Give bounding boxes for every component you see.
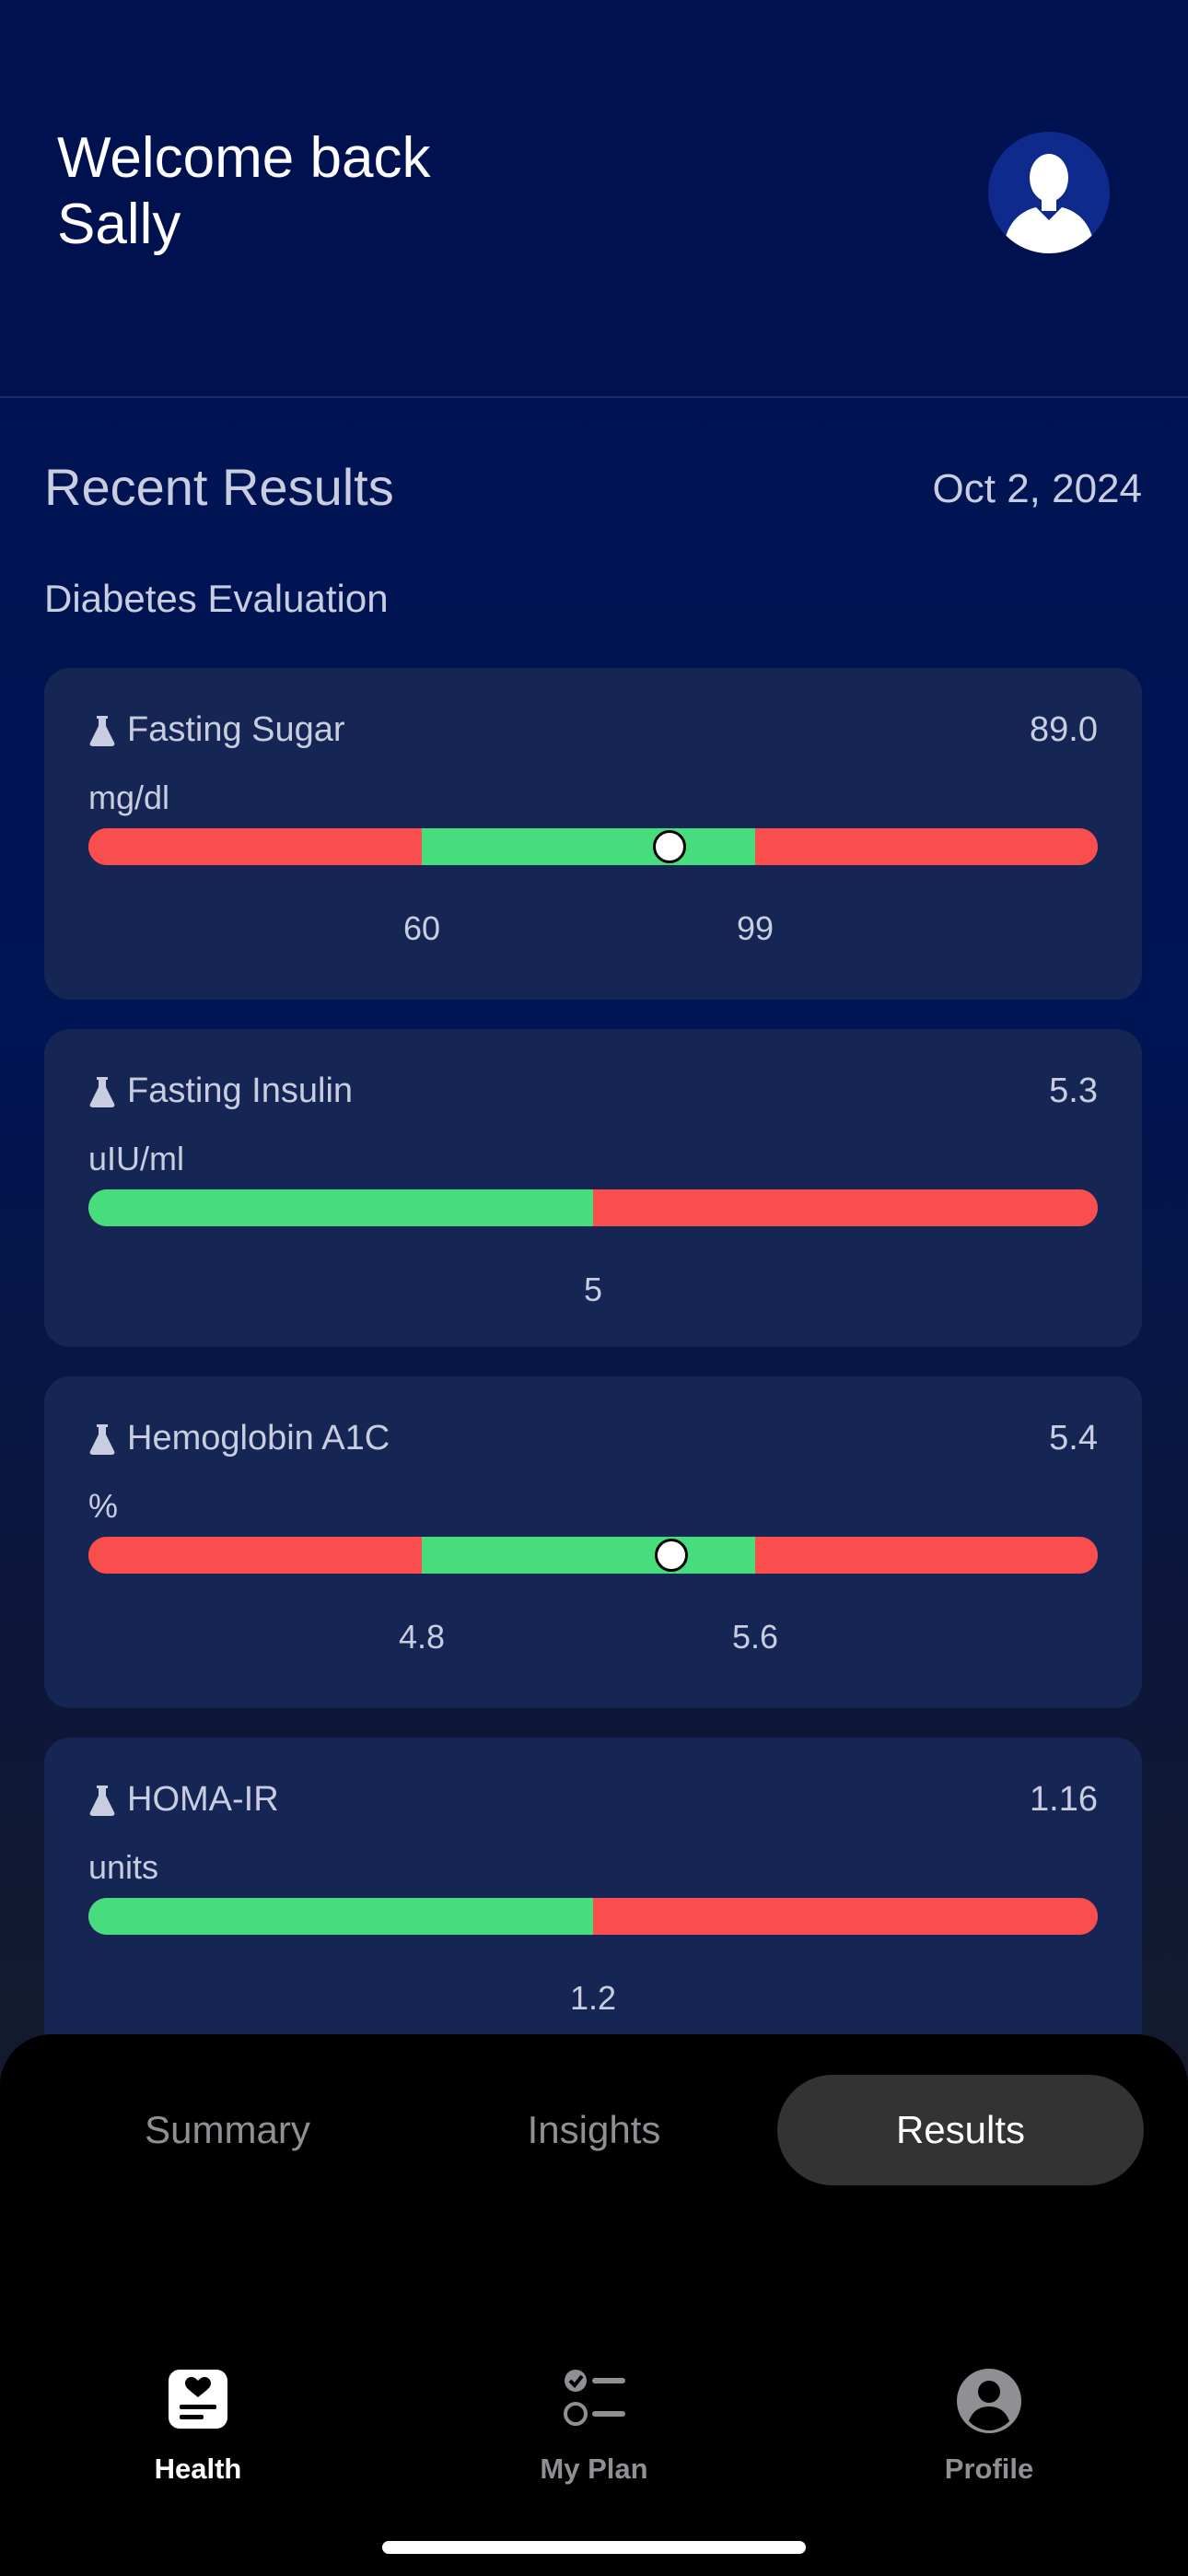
low-range-segment [88,828,422,865]
home-indicator[interactable] [382,2541,806,2554]
value-indicator [655,1539,688,1572]
normal-range-segment [422,1537,755,1574]
person-silhouette-icon [988,132,1110,253]
range-tick-high: 5.6 [731,1618,779,1656]
result-value: 1.16 [1030,1780,1098,1819]
value-indicator [653,830,686,863]
result-unit: mg/dl [88,779,170,816]
result-card-hemoglobin-a1c[interactable]: Hemoglobin A1C 5.4 % 4.8 5.6 [44,1376,1142,1708]
result-unit: units [88,1848,159,1886]
segmented-control: Summary Insights Results [44,2075,1144,2185]
tabbar-item-my-plan[interactable]: My Plan [474,2366,714,2486]
section-title: Recent Results [44,458,394,516]
high-range-segment [755,828,1098,865]
range-tick-low: 4.8 [398,1618,446,1656]
range-tick-low: 60 [402,909,441,947]
checklist-icon [557,2366,631,2436]
range-bar [88,1898,1098,1935]
range-tick-high: 99 [736,909,775,947]
range-tick: 5 [583,1270,603,1308]
tabbar-label: Health [154,2453,242,2485]
result-name: Fasting Sugar [127,710,345,749]
range-tick: 1.2 [569,1979,617,2017]
low-range-segment [88,1537,422,1574]
result-unit: uIU/ml [88,1140,185,1177]
range-bar [88,1189,1098,1226]
tabbar-label: Profile [944,2453,1034,2485]
welcome-greeting: Welcome back [57,126,431,190]
result-name: Hemoglobin A1C [127,1419,390,1458]
tab-insights[interactable]: Insights [527,2108,661,2151]
high-range-segment [593,1189,1098,1226]
tabbar-label: My Plan [540,2453,648,2485]
result-value: 5.4 [1049,1419,1098,1458]
user-name: Sally [57,193,181,256]
normal-range-segment [88,1189,593,1226]
high-range-segment [755,1537,1098,1574]
flask-icon [88,1423,116,1456]
range-bar [88,828,1098,865]
bottom-panel: Summary Insights Results Health My Plan [0,2034,1188,2576]
heart-document-icon [161,2366,235,2436]
panel-title: Diabetes Evaluation [44,577,389,620]
tab-results[interactable]: Results [777,2075,1144,2185]
flask-icon [88,1075,116,1108]
normal-range-segment [88,1898,593,1935]
tabbar-item-health[interactable]: Health [78,2366,318,2486]
tabbar-item-profile[interactable]: Profile [869,2366,1109,2486]
result-card-fasting-insulin[interactable]: Fasting Insulin 5.3 uIU/ml 5 [44,1029,1142,1347]
result-name: HOMA-IR [127,1780,279,1819]
result-unit: % [88,1487,119,1525]
result-card-fasting-sugar[interactable]: Fasting Sugar 89.0 mg/dl 60 99 [44,668,1142,1000]
tab-summary[interactable]: Summary [145,2108,310,2151]
flask-icon [88,1784,116,1817]
avatar[interactable] [988,132,1110,253]
header: Welcome back Sally [0,0,1188,398]
user-circle-icon [952,2366,1026,2436]
range-bar [88,1537,1098,1574]
result-name: Fasting Insulin [127,1071,354,1110]
result-card-homa-ir[interactable]: HOMA-IR 1.16 units 1.2 [44,1738,1142,2069]
result-value: 5.3 [1049,1071,1098,1110]
welcome-message: Welcome back Sally [57,125,430,258]
high-range-segment [593,1898,1098,1935]
results-date: Oct 2, 2024 [932,466,1142,511]
normal-range-segment [422,828,755,865]
flask-icon [88,714,116,747]
result-value: 89.0 [1030,710,1098,749]
